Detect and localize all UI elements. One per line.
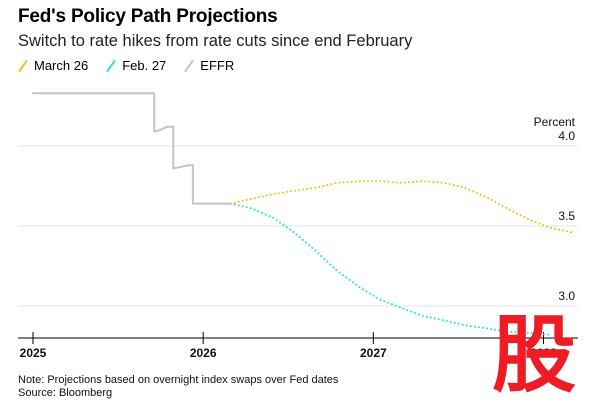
footer-source: Source: Bloomberg [18,387,113,399]
series-line-march-26 [229,180,573,234]
x-tick-label: 2025 [20,346,47,360]
watermark-logo: 股 [492,312,576,394]
legend: March 26 Feb. 27 EFFR [18,58,234,73]
legend-label-march-26: March 26 [34,58,89,73]
series-line-feb-27 [229,202,551,336]
x-tick-label: 2028 [530,346,557,360]
y-axis-label: Percent [534,115,576,129]
legend-label-effr: EFFR [200,58,235,73]
chart-subtitle: Switch to rate hikes from rate cuts sinc… [18,32,413,50]
legend-item-effr: EFFR [184,58,234,73]
y-tick-label: 3.0 [558,289,575,303]
y-tick-label: 4.0 [558,129,575,143]
legend-item-feb-27: Feb. 27 [106,58,166,73]
x-tick-label: 2027 [360,346,387,360]
watermark-glyph: 股 [492,312,576,394]
series-line-effr [32,92,232,205]
footer-note: Note: Projections based on overnight ind… [18,374,339,386]
legend-label-feb-27: Feb. 27 [122,58,167,73]
footer: Note: Projections based on overnight ind… [18,374,338,400]
y-tick-label: 3.5 [558,209,575,223]
legend-item-march-26: March 26 [18,58,88,73]
chart-title: Fed's Policy Path Projections [18,6,278,27]
x-tick-label: 2026 [190,346,217,360]
